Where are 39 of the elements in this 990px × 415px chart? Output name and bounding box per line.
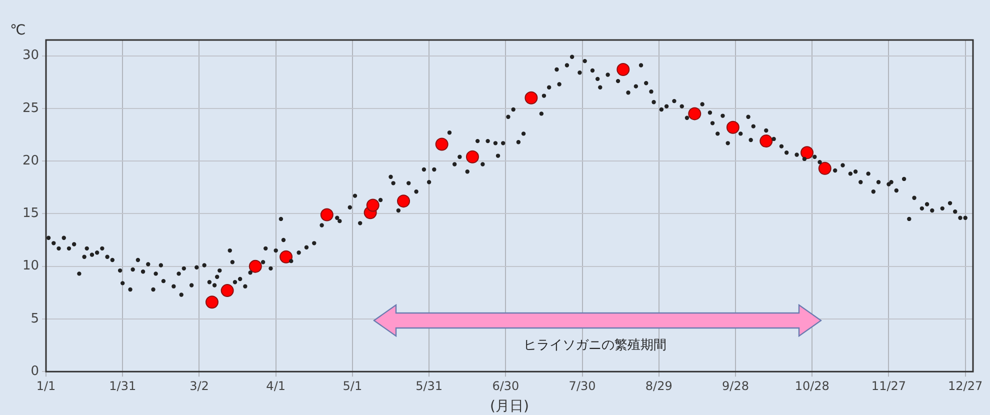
point [320,208,334,222]
point [524,91,538,104]
y-tick-label: 0 [30,364,39,379]
y-tick-label: 5 [30,311,39,326]
y-axis-title: ℃ [10,22,26,39]
x-tick-label: 1/1 [36,378,56,393]
x-tick-label: 7/30 [568,378,596,393]
point [435,138,448,151]
x-tick-label: 5/31 [416,378,443,393]
point [800,146,814,160]
x-tick-label: 5/1 [342,378,362,393]
point [366,198,380,212]
y-tick-label: 10 [22,258,39,274]
point [616,62,630,76]
y-tick-label: 25 [22,100,39,116]
x-tick-label: 9/28 [722,378,749,393]
annotation: ヒライソガニの繁殖期間 [522,337,668,354]
point [220,284,234,298]
point [466,150,479,164]
y-tick-label: 20 [22,153,39,168]
x-tick-label: 12/27 [948,378,983,393]
point [688,107,702,120]
point [726,120,740,134]
y-tick-label: 30 [22,48,39,64]
x-tick-label: 6/30 [492,378,520,393]
x-tick-label: 1/31 [109,378,136,393]
x-tick-label: 10/28 [794,378,830,393]
point [397,194,410,208]
x-axis-title: (月日) [490,398,529,415]
point [205,296,218,309]
x-tick-label: 8/29 [645,378,672,393]
point [818,162,832,175]
point [760,134,773,148]
point [248,260,262,273]
x-tick-label: 3/2 [190,378,209,393]
x-tick-label: 4/1 [266,378,286,393]
y-tick-label: 15 [22,206,39,222]
point [280,250,293,264]
x-tick-label: 11/27 [871,378,906,393]
